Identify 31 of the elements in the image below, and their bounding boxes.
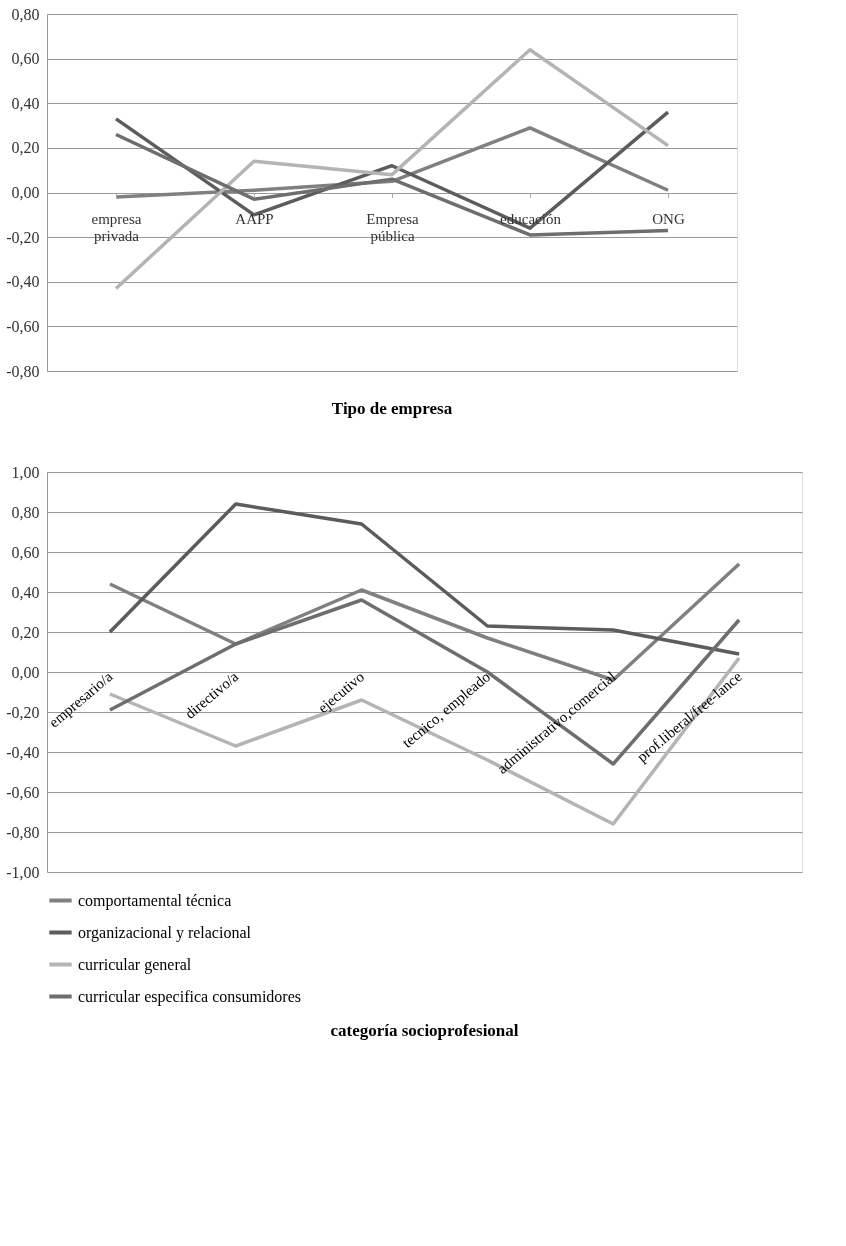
x-tick-label: Empresa pública [366, 211, 420, 244]
y-tick-label: 0,20 [11, 623, 40, 641]
y-tick-label: -0,20 [6, 703, 40, 721]
x-axis-title: Tipo de empresa [331, 399, 453, 418]
y-tick-label: 0,40 [11, 583, 40, 601]
x-tick-label: AAPP [235, 211, 274, 227]
y-tick-label: 0,00 [11, 663, 40, 681]
legend-label: organizacional y relacional [78, 923, 252, 942]
line-series [108, 502, 741, 656]
y-tick-label: -0,80 [6, 823, 40, 841]
x-tick-label: empresa privada [91, 211, 142, 244]
y-tick-label: -1,00 [6, 863, 40, 881]
y-tick-label: 0,60 [11, 543, 40, 561]
y-tick-label: -0,60 [6, 317, 40, 335]
x-axis-title: categoría socioprofesional [330, 1021, 519, 1040]
y-tick-label: 0,40 [11, 94, 40, 112]
y-tick-label: 0,80 [11, 503, 40, 521]
y-tick-label: 1,00 [11, 463, 40, 481]
y-tick-label: -0,40 [6, 273, 40, 291]
legend-label: comportamental técnica [78, 891, 232, 910]
y-tick-label: -0,60 [6, 783, 40, 801]
legend-label: curricular especifica consumidores [78, 987, 302, 1006]
x-tick-label: ONG [652, 211, 685, 227]
y-tick-label: 0,20 [11, 139, 40, 157]
y-tick-label: 0,00 [11, 184, 40, 201]
y-tick-label: 0,80 [11, 5, 40, 23]
y-tick-label: -0,80 [6, 362, 40, 380]
y-tick-label: 0,60 [11, 50, 40, 68]
y-tick-label: -0,40 [6, 743, 40, 761]
y-tick-label: -0,20 [6, 228, 40, 246]
legend-label: curricular general [78, 955, 192, 974]
